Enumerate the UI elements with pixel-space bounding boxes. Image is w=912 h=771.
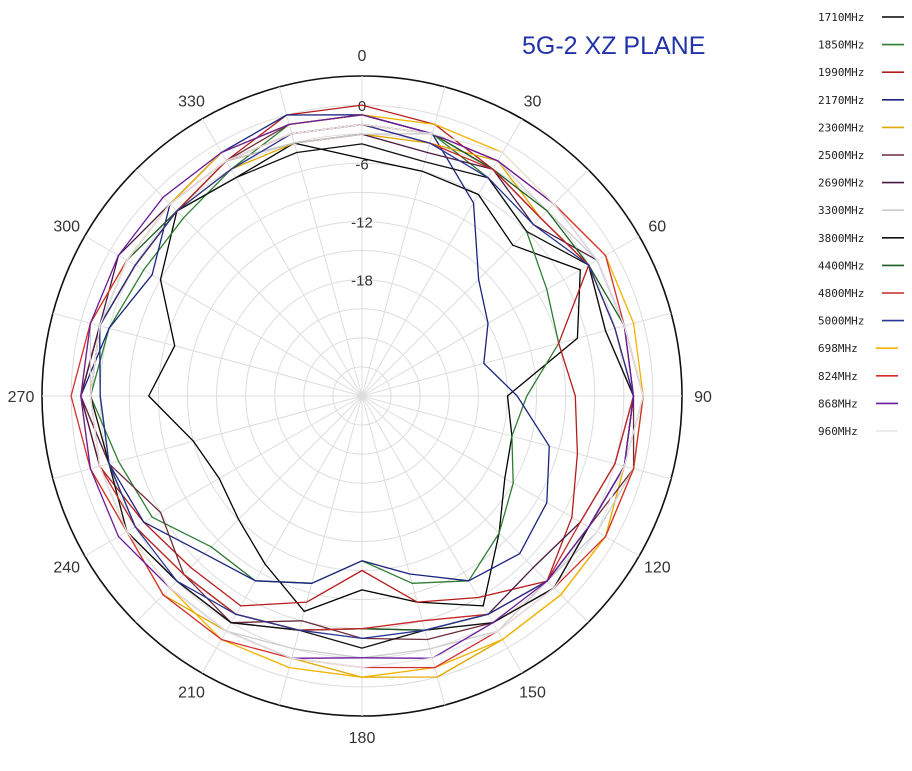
legend-entry-label: 3800MHz	[818, 232, 864, 245]
legend-entry-label: 4800MHz	[818, 287, 864, 300]
legend-entry-label: 2300MHz	[818, 121, 864, 134]
angle-tick-label: 60	[648, 219, 666, 236]
series-line	[100, 125, 634, 639]
radial-tick-label: 0	[358, 98, 366, 115]
legend-entry-label: 824MHz	[818, 370, 858, 383]
angle-tick-label: 150	[519, 684, 546, 701]
legend-entry-label: 2170MHz	[818, 94, 864, 107]
legend-entry-label: 1990MHz	[818, 66, 864, 79]
angle-tick-label: 330	[178, 94, 205, 111]
angle-tick-label: 90	[694, 389, 712, 406]
series-line	[81, 134, 634, 630]
series-line	[81, 115, 634, 659]
legend-entry-label: 698MHz	[818, 342, 858, 355]
legend-entry-label: 1850MHz	[818, 39, 864, 52]
legend-entry-label: 960MHz	[818, 425, 858, 438]
legend-entry-label: 868MHz	[818, 397, 858, 410]
radial-tick-label: -12	[351, 214, 373, 231]
angle-tick-label: 210	[178, 684, 205, 701]
angle-tick-label: 30	[524, 94, 542, 111]
legend-entry-label: 4400MHz	[818, 259, 864, 272]
legend-entry-label: 5000MHz	[818, 315, 864, 328]
legend-entry-label: 1710MHz	[818, 11, 864, 24]
angle-tick-label: 0	[358, 48, 367, 65]
legend-entry-label: 2500MHz	[818, 149, 864, 162]
legend: 1710MHz 1850MHz 1990MHz 2170MHz 2300MHz 2500M…	[818, 11, 904, 438]
legend-entry-label: 2690MHz	[818, 177, 864, 190]
angle-tick-label: 240	[53, 560, 80, 577]
angle-tick-label: 180	[349, 730, 376, 747]
legend-entry-label: 3300MHz	[818, 204, 864, 217]
chart-title: 5G-2 XZ PLANE	[522, 32, 705, 60]
angle-tick-label: 300	[53, 219, 80, 236]
radial-tick-label: -18	[351, 273, 373, 290]
angle-tick-label: 120	[644, 560, 671, 577]
angle-tick-label: 270	[8, 389, 35, 406]
